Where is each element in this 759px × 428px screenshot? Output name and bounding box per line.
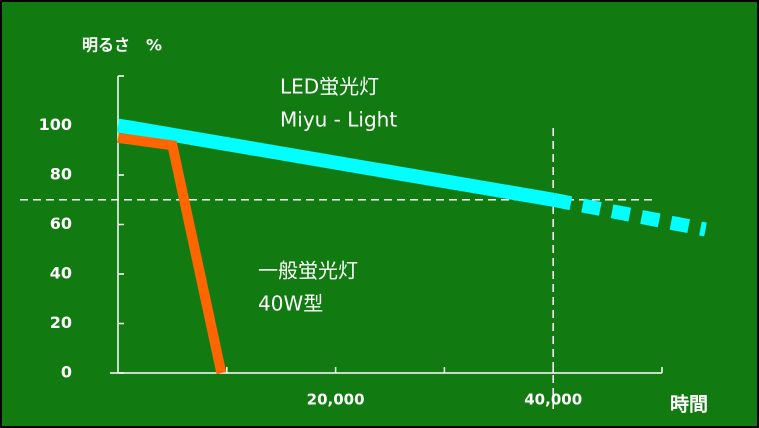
y-tick-label: 60 [50,214,72,233]
y-tick-label: 0 [61,363,72,382]
series-line [116,118,555,207]
series-note: 40W型 [258,292,323,316]
x-tick-label: 20,000 [307,391,365,409]
y-tick-label: 20 [50,313,72,332]
x-tick-label: 40,000 [524,391,582,409]
y-tick-label: 80 [50,165,72,184]
y-axis-title: 明るさ % [82,36,162,55]
x-axis-title: 時間 [670,394,708,416]
projection-line [551,192,707,237]
series-note: Miyu - Light [280,108,397,132]
series-label: LED蛍光灯 [280,75,379,99]
series-line [117,132,227,375]
y-tick-label: 40 [50,264,72,283]
y-tick-label: 100 [39,115,72,134]
series-label: 一般蛍光灯 [258,259,358,283]
